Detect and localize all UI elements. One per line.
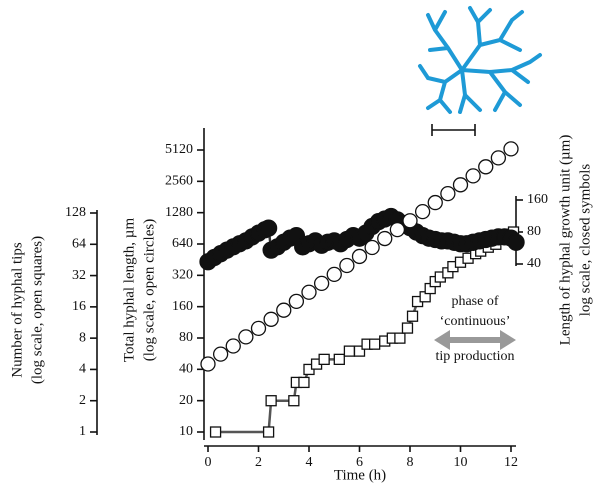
open-circle (503, 141, 519, 157)
y2-tick-label: 80 (527, 224, 541, 239)
open-circle (250, 320, 267, 337)
open-circle (478, 159, 494, 175)
open-circle (414, 203, 431, 220)
y-tick-label: 640 (172, 236, 193, 251)
fungus-illustration (418, 6, 542, 114)
open-circle (225, 338, 241, 354)
annotation: ‘continuous’ (440, 314, 511, 329)
open-circle (238, 329, 254, 345)
x-axis-label: Time (h) (334, 467, 386, 483)
y2-axis-label: Length of hyphal growth unit (µm) (557, 135, 573, 346)
open-circle (326, 266, 342, 283)
open-circle (301, 284, 317, 300)
square-marker (343, 345, 356, 357)
y-tick-label: 20 (179, 393, 193, 408)
x-tick-label: 8 (407, 455, 414, 470)
y-axis-label: (log scale, open circles) (141, 219, 157, 361)
y-tick-label: 5120 (165, 142, 193, 157)
open-circle (452, 177, 469, 193)
y3-tick-label: 128 (65, 205, 86, 220)
y-tick-label: 320 (172, 268, 193, 283)
y3-tick-label: 32 (72, 268, 86, 283)
x-tick-label: 6 (356, 455, 363, 470)
open-circle (288, 293, 305, 309)
x-tick-label: 0 (205, 455, 212, 470)
y3-tick-label: 1 (79, 424, 86, 439)
y-tick-label: 10 (179, 424, 193, 439)
square-marker (353, 345, 366, 357)
open-circle (263, 311, 279, 327)
open-circle (490, 150, 507, 166)
annotation: tip production (436, 349, 515, 364)
y-tick-label: 80 (179, 330, 193, 345)
open-circle (377, 230, 393, 247)
y-tick-label: 40 (179, 362, 193, 377)
y2-tick-label: 160 (527, 192, 548, 207)
open-circle (276, 302, 292, 318)
square-marker (288, 395, 300, 407)
x-tick-label: 12 (504, 455, 518, 470)
square-marker (265, 395, 277, 407)
square-marker (209, 426, 222, 438)
square-marker (368, 338, 381, 350)
phase-arrow (434, 330, 516, 350)
open-circle (465, 168, 481, 184)
y-tick-label: 1280 (165, 205, 193, 220)
scale-bar (431, 124, 476, 136)
open-circle (351, 248, 368, 265)
y2-axis-label: log scale, closed symbols (577, 164, 593, 317)
square-marker (318, 353, 330, 366)
square-marker (406, 310, 419, 322)
filled-circle (507, 233, 525, 251)
x-tick-label: 2 (255, 455, 262, 470)
square-marker (333, 353, 345, 366)
open-circle (200, 356, 216, 372)
y3-tick-label: 16 (72, 299, 86, 314)
y-axis-label: Total hyphal length, µm (121, 218, 137, 363)
y-tick-label: 160 (172, 299, 193, 314)
square-marker (262, 426, 275, 438)
square-marker (298, 376, 310, 389)
y3-tick-label: 64 (72, 237, 86, 252)
y3-axis-label: Number of hyphal tips (9, 242, 25, 378)
y3-axis-label: (log scale, open squares) (29, 236, 45, 384)
y3-tick-label: 2 (79, 393, 86, 408)
y-tick-label: 2560 (165, 174, 193, 189)
open-circle (212, 346, 229, 362)
filled-circle (259, 219, 278, 237)
y2-tick-label: 40 (527, 256, 541, 271)
open-circle (339, 257, 355, 274)
square-marker (401, 322, 414, 334)
open-circle (364, 239, 380, 256)
open-circle (389, 221, 406, 238)
y3-tick-label: 4 (79, 362, 86, 377)
x-tick-label: 10 (454, 455, 468, 470)
open-circle (427, 194, 443, 211)
x-tick-label: 4 (306, 455, 313, 470)
open-circle (402, 213, 418, 229)
open-circle (440, 185, 456, 202)
square-marker (394, 332, 406, 344)
y3-tick-label: 8 (79, 330, 86, 345)
annotation: phase of (451, 294, 498, 309)
open-circle (313, 275, 330, 291)
